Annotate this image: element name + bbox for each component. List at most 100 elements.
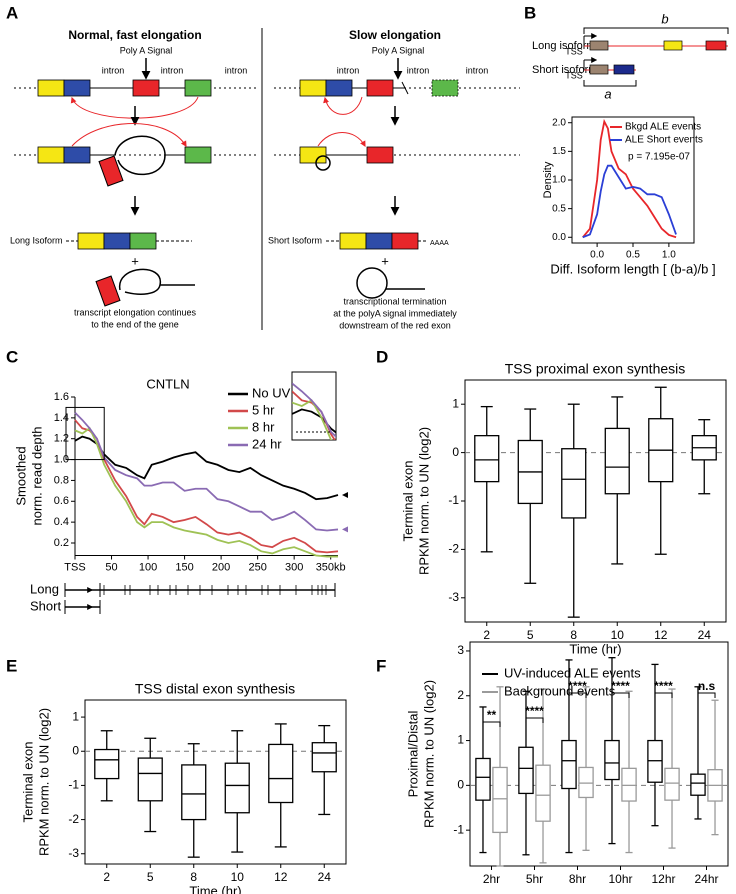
inset-line — [292, 382, 336, 438]
significance-bracket — [654, 692, 673, 698]
bracket — [583, 27, 729, 34]
y-tick-label: 0 — [452, 445, 459, 459]
x-tick-label: 12 — [274, 870, 288, 884]
end-marker — [342, 526, 348, 533]
box — [621, 767, 637, 802]
loop — [356, 267, 388, 299]
intron-label: intron — [407, 65, 430, 75]
y-tick-label: -1 — [68, 778, 79, 792]
plot-frame — [84, 699, 347, 865]
legend-label: Background events — [504, 683, 616, 698]
length-label: a — [604, 86, 611, 101]
x-tick-label: 24hr — [694, 872, 718, 886]
splice-arrow — [71, 123, 187, 148]
inset — [292, 382, 336, 440]
legend-label: 5 hr — [252, 402, 275, 417]
poly-a-label: Poly A Signal — [372, 45, 425, 55]
y-tick-label: 0 — [72, 743, 79, 757]
gene-label: Long — [30, 581, 59, 596]
exon — [63, 79, 91, 97]
box — [664, 767, 680, 801]
exon — [184, 79, 212, 97]
box — [94, 748, 120, 780]
x-tick-label: 5hr — [526, 872, 543, 886]
y-tick-label: -3 — [448, 590, 459, 604]
box — [561, 739, 577, 790]
exon — [613, 64, 635, 75]
y-tick-label: 0 — [457, 778, 464, 792]
y-tick-label: 1.2 — [54, 433, 69, 445]
intron-label: intron — [225, 65, 248, 75]
caption: at the polyA signal immediately — [333, 308, 457, 318]
box — [561, 448, 587, 519]
exon — [77, 232, 105, 250]
isoform-label: Short isoform — [532, 64, 597, 76]
exon — [129, 232, 157, 250]
x-tick-label: 8 — [190, 870, 197, 884]
isoform-label: Long isoform — [532, 40, 596, 52]
y-tick-label: 1.4 — [54, 412, 69, 424]
box — [604, 427, 630, 495]
exon — [132, 79, 160, 97]
y-axis-label: RPKM norm. to UN (log2) — [421, 680, 436, 828]
exon — [63, 146, 91, 164]
significance-label: **** — [525, 704, 544, 718]
caption: downstream of the red exon — [339, 320, 451, 330]
series-line — [74, 419, 339, 554]
intron-label: intron — [102, 65, 125, 75]
exon — [366, 79, 394, 97]
y-tick-label: 1.0 — [54, 453, 69, 465]
y-tick-label: -3 — [68, 846, 79, 860]
series-line — [74, 426, 338, 558]
significance-bracket — [697, 692, 716, 698]
x-tick-label: 0.0 — [590, 250, 604, 261]
y-axis-label: Smoothed — [13, 446, 28, 505]
significance-label: n.s — [698, 679, 716, 693]
splice-arrow — [323, 96, 363, 115]
panel-label: E — [6, 656, 17, 675]
y-tick-label: 0.6 — [54, 495, 69, 507]
y-tick-label: -2 — [448, 542, 459, 556]
y-tick-label: 0.2 — [54, 537, 69, 549]
caption: transcript elongation continues — [74, 307, 197, 317]
isoform-label: Long Isoform — [10, 235, 63, 245]
x-tick-label: 8hr — [569, 872, 586, 886]
x-tick-label: 200 — [212, 561, 230, 573]
y-axis-label: RPKM norm. to UN (log2) — [416, 427, 431, 575]
x-tick-label: 2 — [103, 870, 110, 884]
series-line — [582, 118, 677, 239]
plus: + — [131, 253, 139, 268]
y-tick-label: 3 — [457, 643, 464, 657]
end-marker — [342, 492, 348, 499]
exon — [431, 79, 459, 97]
tss-label: TSS — [565, 70, 583, 80]
chart-title: CNTLN — [146, 376, 189, 391]
significance-label: **** — [611, 679, 630, 693]
legend-label: Bkgd ALE events — [625, 122, 701, 133]
intron-label: intron — [161, 65, 184, 75]
box — [518, 746, 534, 795]
significance-label: **** — [568, 679, 587, 693]
diagram-title: Normal, fast elongation — [68, 28, 201, 42]
y-axis-label: Terminal exon — [400, 461, 415, 542]
significance-bracket — [568, 692, 587, 698]
annotation: p = 7.195e-07 — [628, 152, 690, 163]
caption: transcriptional termination — [343, 296, 446, 306]
tss-label: TSS — [565, 46, 583, 56]
y-tick-label: 0.8 — [54, 474, 69, 486]
exon — [325, 79, 353, 97]
x-tick-label: 12hr — [651, 872, 675, 886]
x-tick-label: 10 — [611, 628, 625, 642]
y-axis-label: norm. read depth — [29, 426, 44, 525]
plus: + — [381, 253, 389, 268]
legend-label: 8 hr — [252, 419, 275, 434]
y-tick-label: 2 — [457, 688, 464, 702]
box — [137, 757, 163, 802]
length-label: b — [661, 11, 668, 26]
y-tick-label: 1 — [452, 396, 459, 410]
y-tick-label: 1.6 — [54, 391, 69, 403]
loop — [119, 268, 195, 295]
legend-label: 24 hr — [252, 436, 282, 451]
y-tick-label: -1 — [448, 493, 459, 507]
exon — [299, 146, 327, 164]
